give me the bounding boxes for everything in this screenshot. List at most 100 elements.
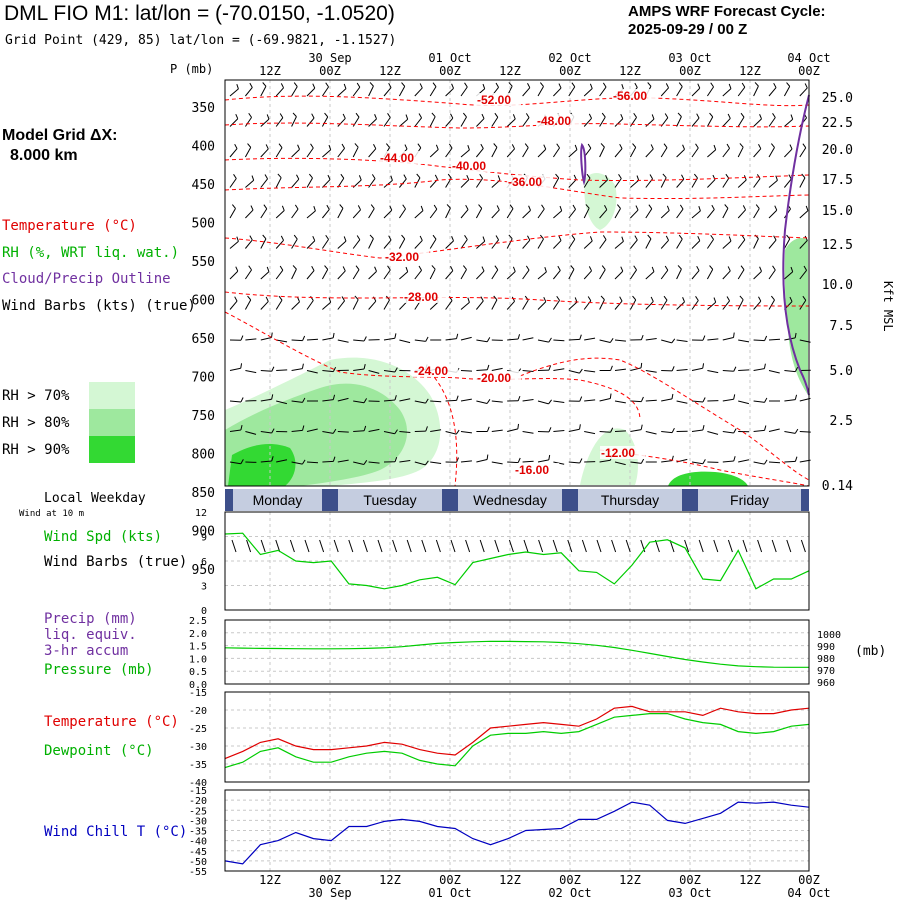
wind-barb (491, 117, 499, 127)
wind-barb-feather (279, 265, 284, 271)
wind-barb-feather (374, 266, 377, 272)
wind-barb-feather (240, 363, 243, 369)
wind-barb-feather (342, 113, 346, 119)
wind-barb-feather (328, 144, 332, 150)
wind-barb (491, 367, 503, 371)
weekday-cell (690, 489, 809, 511)
contour-label-bg (403, 290, 449, 303)
wind-barb-feather (332, 366, 337, 372)
height-tick-label: 12.5 (822, 238, 853, 253)
weekday-edge (562, 489, 570, 511)
wind-barb (476, 300, 484, 310)
wind-barb (645, 208, 653, 219)
surface-wind-barb (581, 539, 587, 553)
wind-barb-feather (517, 395, 521, 401)
temp-tick-label: -25 (189, 724, 207, 735)
wind-barb (691, 429, 703, 432)
wind-barb-feather (741, 82, 746, 88)
wind-barb (229, 270, 239, 280)
wind-barb-feather (764, 397, 768, 403)
wind-barb-feather (302, 397, 306, 403)
wind-barb (260, 271, 270, 280)
pressure-axis-title: P (mb) (170, 62, 214, 76)
wind-barb-feather (373, 144, 377, 149)
wind-barb-feather (789, 296, 793, 302)
wind-barb (321, 239, 329, 249)
chill-panel-frame (224, 789, 810, 872)
wind-barb-feather (404, 144, 408, 150)
wind-barb-feather (363, 398, 368, 403)
wind-barb (552, 147, 560, 158)
wind-barb (476, 118, 485, 127)
wind-barb (337, 208, 344, 219)
wind-barb-feather (772, 265, 776, 271)
wind-barb-feather (355, 265, 360, 270)
wind-barb-feather (248, 112, 252, 118)
wind-barb-feather (609, 338, 614, 343)
wind-barb (630, 179, 640, 188)
wind-barb (753, 339, 765, 342)
wind-barb-feather (579, 458, 583, 464)
top-date-label: 01 Oct (428, 51, 471, 65)
wind-barb-feather (543, 296, 547, 302)
wind-barb (583, 207, 590, 219)
surface-wind-barb (260, 539, 266, 553)
wind-chill-line (224, 801, 810, 865)
wind-barb (291, 116, 297, 127)
wind-barb (660, 269, 669, 280)
wind-barb (414, 87, 423, 97)
wind-barb (291, 368, 303, 371)
wind-barb-feather (435, 144, 439, 150)
wind-barb-feather (434, 174, 439, 180)
wind-barb (660, 239, 669, 249)
wind-barb-feather (420, 205, 424, 211)
wind-barb-feather (640, 424, 643, 430)
wind-barb (614, 400, 626, 404)
wind-barb-feather (802, 143, 807, 149)
wind-barb (229, 178, 237, 188)
contour-label-bg (600, 446, 646, 459)
wind-barb (414, 240, 423, 249)
wind-barb-feather (733, 394, 736, 400)
wind-barb-feather (579, 396, 583, 402)
wind-barb (630, 209, 639, 219)
wind-barb (306, 240, 316, 249)
wind-barb-feather (356, 82, 361, 88)
wind-barb (229, 400, 242, 403)
pressure-tick-label: 500 (192, 217, 215, 232)
wind-barb-feather (801, 173, 806, 179)
wind-barb-feather (486, 399, 491, 404)
wind-barb (737, 179, 747, 188)
wind-barb (491, 461, 503, 465)
wind-barb (414, 270, 422, 280)
wind-barb-feather (266, 114, 270, 120)
wind-barb (291, 268, 297, 280)
wind-barb-feather (618, 174, 622, 179)
wind-barb-feather (271, 332, 273, 338)
wind-barb (645, 431, 657, 435)
wind-barb-feather (741, 235, 746, 240)
wind-barb-feather (236, 236, 239, 242)
wind-barb (753, 368, 765, 371)
wind-barb (398, 238, 406, 249)
wind-barb-feather (773, 235, 777, 241)
wind-barb-feather (369, 234, 374, 239)
wind-barb (429, 149, 439, 158)
wind-barb-feather (325, 234, 329, 240)
wind-barb-feather (297, 297, 300, 303)
wind-barb-feather (740, 112, 745, 118)
wind-barb (537, 339, 549, 343)
wind-barb-feather (650, 296, 654, 302)
wind-barb-feather (770, 143, 775, 148)
contour-label-bg (476, 371, 522, 384)
surface-wind-barb (231, 539, 237, 553)
wind-barb (383, 87, 392, 97)
wind-barb (306, 177, 313, 188)
wind-barb (645, 118, 655, 127)
pressure-tick-label: 350 (192, 101, 215, 116)
wind-barb (306, 117, 315, 127)
wind-barb (660, 87, 669, 97)
wind-barb (445, 240, 454, 249)
wind-barb (583, 88, 593, 97)
bottom-hour-label: 00Z (679, 873, 701, 887)
